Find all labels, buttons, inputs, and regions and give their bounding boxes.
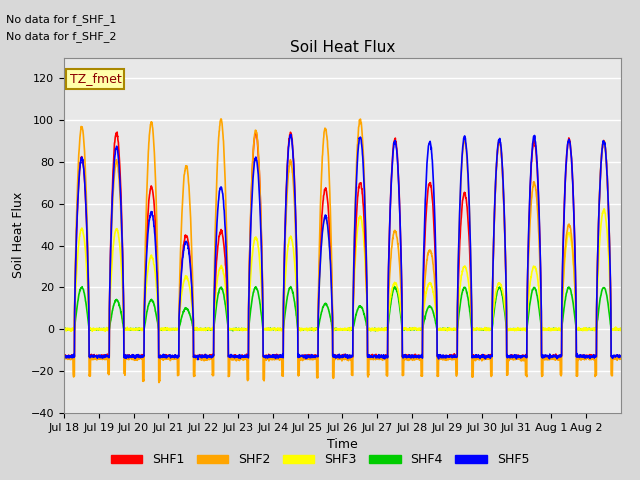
Line: SHF5: SHF5 [64, 134, 621, 360]
Line: SHF2: SHF2 [64, 119, 621, 383]
SHF1 [376, 353, 384, 359]
SHF5 [116, 172, 124, 178]
SHF1 [510, 355, 518, 361]
SHF4 [609, 326, 617, 332]
SHF5 [376, 353, 384, 359]
SHF5 [617, 354, 625, 360]
SHF4 [371, 328, 379, 334]
SHF2 [116, 184, 124, 190]
SHF4 [236, 327, 244, 333]
Line: SHF1: SHF1 [64, 132, 621, 359]
SHF3 [102, 328, 109, 334]
SHF2 [617, 355, 625, 361]
SHF5 [194, 357, 202, 362]
SHF2 [155, 380, 163, 385]
SHF5 [236, 354, 244, 360]
SHF4 [287, 284, 294, 289]
Text: No data for f_SHF_1: No data for f_SHF_1 [6, 14, 116, 25]
SHF5 [609, 354, 617, 360]
SHF3 [510, 326, 518, 332]
Line: SHF3: SHF3 [64, 209, 621, 331]
SHF4 [116, 303, 124, 309]
SHF4 [60, 326, 68, 332]
SHF5 [510, 352, 518, 358]
Y-axis label: Soil Heat Flux: Soil Heat Flux [12, 192, 25, 278]
SHF3 [541, 327, 549, 333]
SHF3 [376, 327, 384, 333]
SHF3 [236, 327, 244, 333]
SHF2 [217, 116, 225, 122]
SHF1 [124, 356, 131, 362]
Legend: SHF1, SHF2, SHF3, SHF4, SHF5: SHF1, SHF2, SHF3, SHF4, SHF5 [106, 448, 534, 471]
SHF3 [116, 244, 124, 250]
SHF3 [609, 326, 617, 332]
SHF4 [376, 327, 384, 333]
SHF4 [617, 326, 625, 332]
SHF2 [60, 354, 68, 360]
X-axis label: Time: Time [327, 438, 358, 451]
SHF3 [600, 206, 608, 212]
SHF2 [510, 356, 518, 361]
Line: SHF4: SHF4 [64, 287, 621, 331]
SHF2 [236, 357, 244, 362]
SHF1 [60, 353, 68, 359]
SHF1 [617, 353, 625, 359]
Text: No data for f_SHF_2: No data for f_SHF_2 [6, 31, 117, 42]
SHF4 [510, 327, 518, 333]
SHF1 [609, 354, 617, 360]
SHF1 [113, 129, 121, 135]
SHF2 [542, 356, 550, 361]
SHF5 [287, 132, 295, 137]
SHF5 [60, 352, 68, 358]
SHF2 [376, 356, 384, 361]
SHF1 [542, 353, 550, 359]
SHF4 [542, 327, 550, 333]
Text: TZ_fmet: TZ_fmet [70, 72, 122, 85]
Title: Soil Heat Flux: Soil Heat Flux [290, 40, 395, 55]
SHF3 [617, 325, 625, 331]
SHF1 [116, 164, 124, 169]
SHF5 [542, 352, 550, 358]
SHF3 [60, 326, 68, 332]
SHF1 [236, 354, 244, 360]
SHF2 [609, 357, 617, 362]
